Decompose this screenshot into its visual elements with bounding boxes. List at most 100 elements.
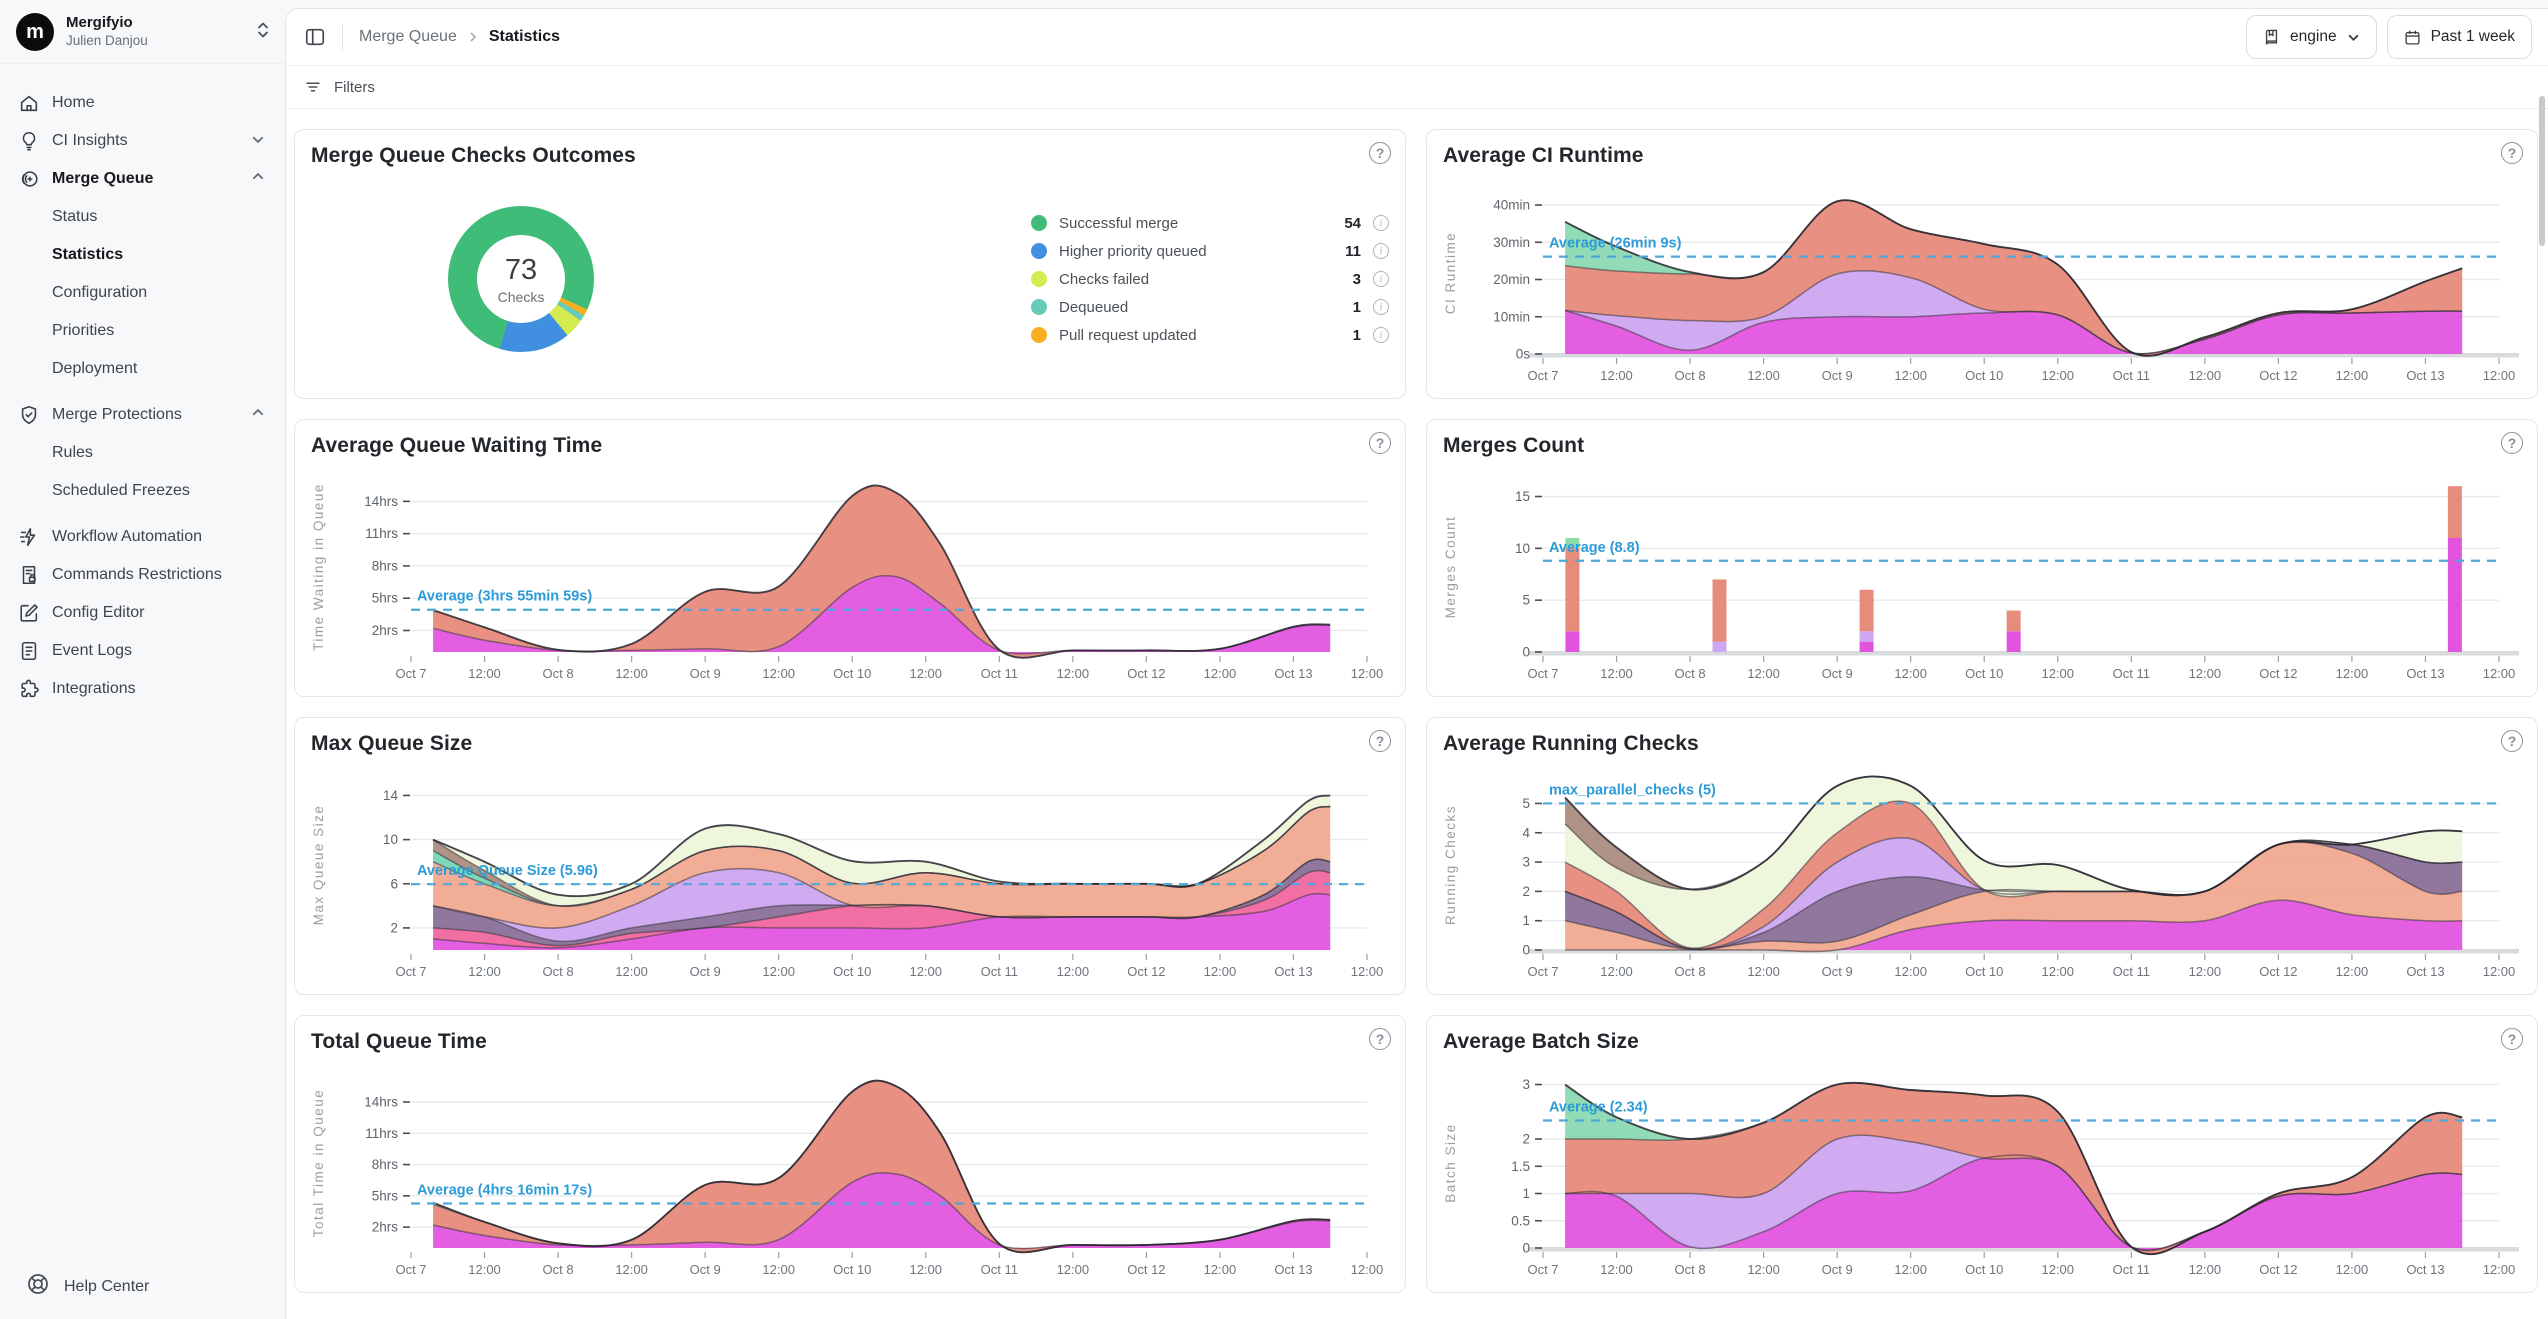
- info-icon[interactable]: i: [1373, 327, 1389, 343]
- svg-text:0: 0: [1522, 1241, 1530, 1256]
- svg-text:12:00: 12:00: [1894, 666, 1927, 681]
- checks-outcomes-donut[interactable]: 73 Checks: [448, 206, 594, 352]
- help-icon[interactable]: ?: [1369, 432, 1391, 454]
- help-icon[interactable]: ?: [1369, 730, 1391, 752]
- sidebar-item-label: Statistics: [52, 246, 265, 264]
- queue-waiting-time-chart[interactable]: 2hrs5hrs8hrs11hrs14hrsOct 712:00Oct 812:…: [301, 466, 1395, 690]
- legend-item-pull-request-updated[interactable]: Pull request updated 1 i: [1031, 327, 1389, 344]
- card-max-queue-size: Max Queue Size ? 261014Oct 712:00Oct 812…: [294, 717, 1406, 995]
- svg-text:1: 1: [1522, 913, 1530, 928]
- sidebar-item-help-center[interactable]: Help Center: [26, 1272, 149, 1301]
- svg-text:Oct 11: Oct 11: [981, 1262, 1018, 1277]
- legend-value: 11: [1345, 243, 1361, 260]
- svg-text:2hrs: 2hrs: [372, 1220, 399, 1235]
- sidebar-item-home[interactable]: Home: [10, 84, 275, 122]
- svg-text:3: 3: [1522, 855, 1530, 870]
- sidebar-item-configuration[interactable]: Configuration: [10, 274, 275, 312]
- svg-text:Oct 9: Oct 9: [1822, 368, 1853, 383]
- org-name: Mergifyio: [66, 14, 243, 33]
- sidebar-item-workflow-automation[interactable]: Workflow Automation: [10, 518, 275, 556]
- svg-text:15: 15: [1515, 489, 1530, 504]
- app-root: m Mergifyio Julien Danjou Home CI Insight…: [0, 0, 2548, 1319]
- filter-icon[interactable]: [304, 78, 322, 96]
- svg-text:12:00: 12:00: [1894, 1262, 1927, 1277]
- legend-item-higher-priority-queued[interactable]: Higher priority queued 11 i: [1031, 243, 1389, 260]
- sidebar-item-scheduled-freezes[interactable]: Scheduled Freezes: [10, 472, 275, 510]
- filters-bar: Filters: [286, 66, 2548, 109]
- svg-text:12:00: 12:00: [1747, 1262, 1780, 1277]
- info-icon[interactable]: i: [1373, 215, 1389, 231]
- sidebar-item-config-editor[interactable]: Config Editor: [10, 594, 275, 632]
- svg-text:Oct 11: Oct 11: [2113, 666, 2150, 681]
- unfold-icon[interactable]: [255, 21, 271, 44]
- help-icon[interactable]: ?: [2501, 730, 2523, 752]
- total-queue-time-chart[interactable]: 2hrs5hrs8hrs11hrs14hrsOct 712:00Oct 812:…: [301, 1062, 1395, 1286]
- svg-text:12:00: 12:00: [2483, 1262, 2516, 1277]
- sidebar-item-integrations[interactable]: Integrations: [10, 670, 275, 708]
- sidebar-item-statistics[interactable]: Statistics: [10, 236, 275, 274]
- svg-text:Oct 8: Oct 8: [543, 964, 574, 979]
- info-icon[interactable]: i: [1373, 271, 1389, 287]
- svg-text:0: 0: [1522, 645, 1530, 660]
- svg-text:5: 5: [1522, 593, 1530, 608]
- breadcrumb-merge-queue[interactable]: Merge Queue: [359, 28, 457, 46]
- svg-text:12:00: 12:00: [2483, 368, 2516, 383]
- svg-text:Oct 10: Oct 10: [833, 1262, 871, 1277]
- help-icon[interactable]: ?: [2501, 432, 2523, 454]
- merges-count-chart[interactable]: 051015Oct 712:00Oct 812:00Oct 912:00Oct …: [1433, 466, 2527, 690]
- svg-text:Oct 8: Oct 8: [1675, 368, 1706, 383]
- svg-text:12:00: 12:00: [1600, 964, 1633, 979]
- legend-label: Higher priority queued: [1059, 243, 1333, 260]
- legend-item-successful-merge[interactable]: Successful merge 54 i: [1031, 215, 1389, 232]
- puzzle-icon: [18, 678, 40, 700]
- svg-text:12:00: 12:00: [2483, 964, 2516, 979]
- svg-text:Average (4hrs 16min 17s): Average (4hrs 16min 17s): [417, 1182, 592, 1198]
- svg-text:12:00: 12:00: [1351, 1262, 1384, 1277]
- batch-size-chart[interactable]: 00.511.523Oct 712:00Oct 812:00Oct 912:00…: [1433, 1062, 2527, 1286]
- sidebar-item-rules[interactable]: Rules: [10, 434, 275, 472]
- sidebar-item-merge-protections[interactable]: Merge Protections: [10, 396, 275, 434]
- sidebar-item-label: Home: [52, 94, 265, 112]
- svg-text:12:00: 12:00: [1057, 964, 1090, 979]
- sidebar-item-label: Event Logs: [52, 642, 265, 660]
- filters-label[interactable]: Filters: [334, 79, 375, 96]
- merge-queue-icon: [18, 168, 40, 190]
- legend-item-checks-failed[interactable]: Checks failed 3 i: [1031, 271, 1389, 288]
- bulb-icon: [18, 130, 40, 152]
- repository-select[interactable]: engine: [2246, 15, 2377, 59]
- zap-icon: [18, 526, 40, 548]
- svg-text:Oct 7: Oct 7: [395, 1262, 426, 1277]
- svg-text:10: 10: [1515, 541, 1530, 556]
- svg-text:12:00: 12:00: [2189, 1262, 2222, 1277]
- sidebar-item-deployment[interactable]: Deployment: [10, 350, 275, 388]
- svg-text:Oct 9: Oct 9: [690, 1262, 721, 1277]
- sidebar-toggle-icon[interactable]: [304, 26, 326, 48]
- help-icon[interactable]: ?: [1369, 1028, 1391, 1050]
- sidebar-item-status[interactable]: Status: [10, 198, 275, 236]
- ci-runtime-chart[interactable]: 0s10min20min30min40minOct 712:00Oct 812:…: [1433, 176, 2527, 392]
- sidebar-item-commands-restrictions[interactable]: Commands Restrictions: [10, 556, 275, 594]
- sidebar-item-merge-queue[interactable]: Merge Queue: [10, 160, 275, 198]
- legend-dot: [1031, 327, 1047, 343]
- date-range-button[interactable]: Past 1 week: [2387, 15, 2532, 59]
- info-icon[interactable]: i: [1373, 299, 1389, 315]
- help-icon[interactable]: ?: [2501, 1028, 2523, 1050]
- donut-total: 73: [505, 254, 537, 287]
- card-title: Merge Queue Checks Outcomes: [311, 144, 636, 168]
- org-switcher[interactable]: m Mergifyio Julien Danjou: [0, 0, 285, 63]
- sidebar-item-priorities[interactable]: Priorities: [10, 312, 275, 350]
- help-icon[interactable]: ?: [1369, 142, 1391, 164]
- calendar-icon: [2404, 29, 2421, 46]
- info-icon[interactable]: i: [1373, 243, 1389, 259]
- svg-text:Oct 8: Oct 8: [1675, 964, 1706, 979]
- running-checks-chart[interactable]: 012345Oct 712:00Oct 812:00Oct 912:00Oct …: [1433, 764, 2527, 988]
- legend-item-dequeued[interactable]: Dequeued 1 i: [1031, 299, 1389, 316]
- sidebar-item-ci-insights[interactable]: CI Insights: [10, 122, 275, 160]
- max-queue-size-chart[interactable]: 261014Oct 712:00Oct 812:00Oct 912:00Oct …: [301, 764, 1395, 988]
- svg-text:Oct 8: Oct 8: [543, 666, 574, 681]
- help-icon[interactable]: ?: [2501, 142, 2523, 164]
- svg-text:Oct 12: Oct 12: [1127, 666, 1165, 681]
- scrollbar-thumb[interactable]: [2539, 96, 2545, 246]
- svg-text:12:00: 12:00: [1351, 964, 1384, 979]
- sidebar-item-event-logs[interactable]: Event Logs: [10, 632, 275, 670]
